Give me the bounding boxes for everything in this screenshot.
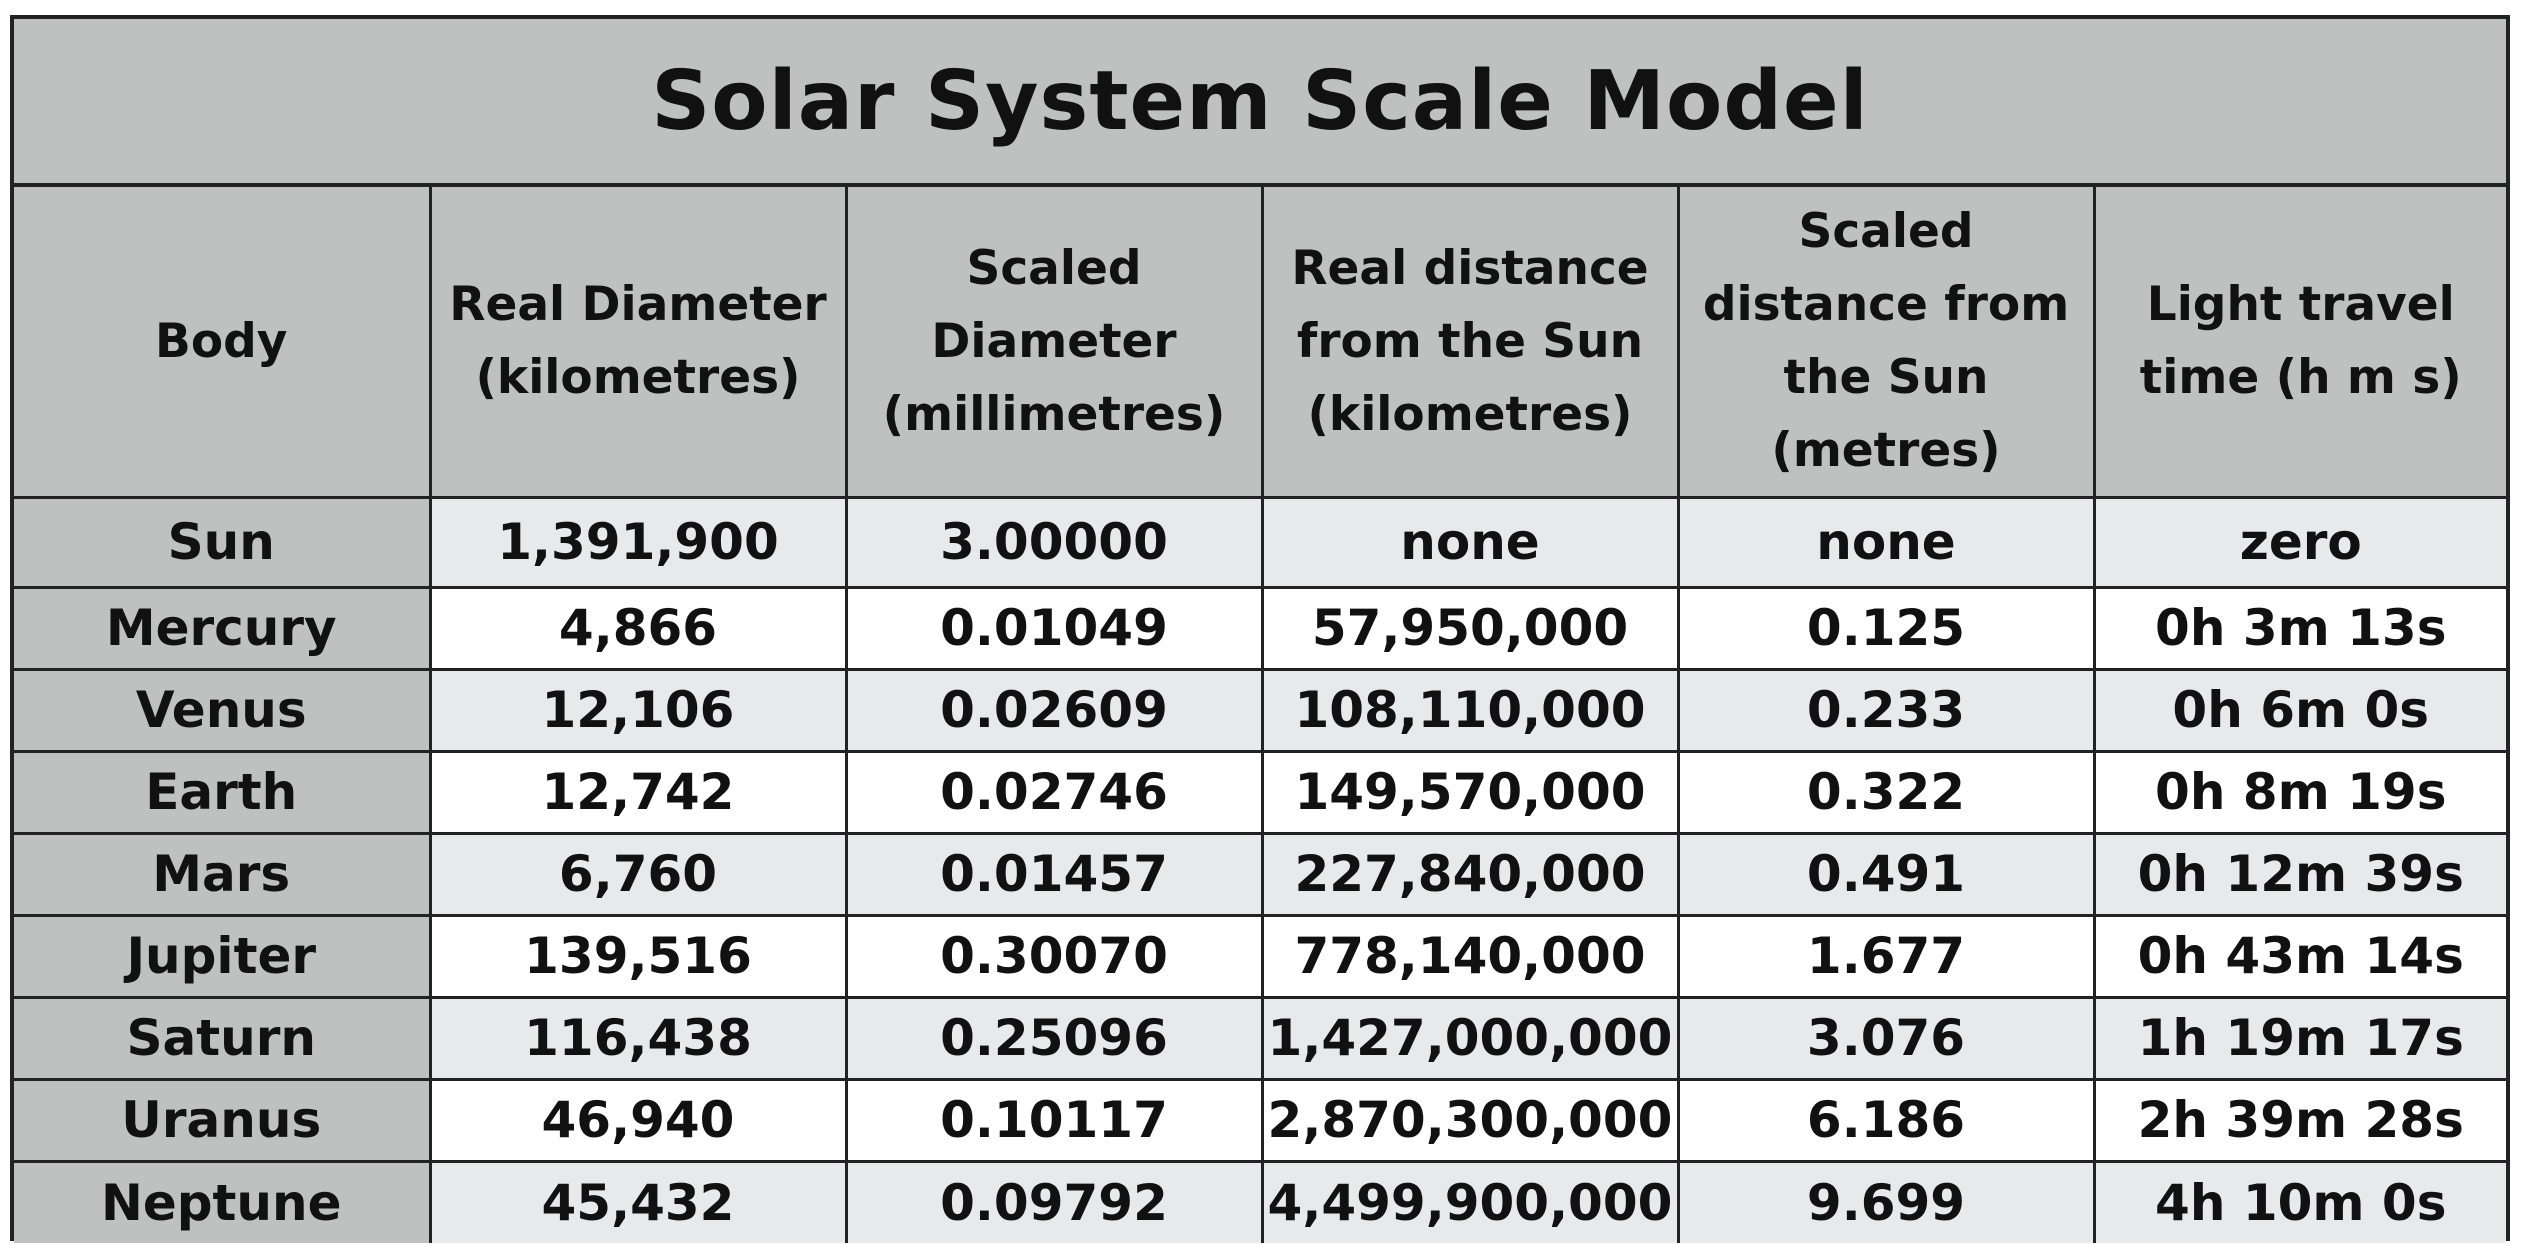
scaled-distance-cell: none [1676, 495, 2096, 589]
scaled-distance-cell: 0.233 [1676, 667, 2096, 753]
scaled-diameter-cell: 0.01049 [844, 585, 1264, 671]
body-name-cell: Sun [14, 495, 432, 589]
scaled-diameter-cell: 0.25096 [844, 995, 1264, 1081]
header-row: Body Real Diameter (kilometres) Scaled D… [14, 187, 2506, 499]
light-time-cell: 0h 12m 39s [2092, 831, 2506, 917]
body-name-cell: Uranus [14, 1077, 432, 1163]
real-distance-cell: 4,499,900,000 [1260, 1159, 1680, 1243]
scaled-diameter-cell: 0.09792 [844, 1159, 1264, 1243]
column-header-scaled-diameter: Scaled Diameter (millimetres) [844, 187, 1264, 499]
scaled-diameter-cell: 0.01457 [844, 831, 1264, 917]
real-distance-cell: none [1260, 495, 1680, 589]
scaled-distance-cell: 0.491 [1676, 831, 2096, 917]
column-header-scaled-distance: Scaled distance from the Sun (metres) [1676, 187, 2096, 499]
real-diameter-cell: 12,106 [428, 667, 848, 753]
real-diameter-cell: 6,760 [428, 831, 848, 917]
scaled-distance-cell: 0.322 [1676, 749, 2096, 835]
light-time-cell: zero [2092, 495, 2506, 589]
scaled-diameter-cell: 0.02746 [844, 749, 1264, 835]
scaled-distance-cell: 6.186 [1676, 1077, 2096, 1163]
light-time-cell: 4h 10m 0s [2092, 1159, 2506, 1243]
body-name-cell: Earth [14, 749, 432, 835]
table-row: Mercury 4,866 0.01049 57,950,000 0.125 0… [14, 585, 2506, 671]
scaled-diameter-cell: 0.02609 [844, 667, 1264, 753]
body-name-cell: Mercury [14, 585, 432, 671]
table-row: Jupiter 139,516 0.30070 778,140,000 1.67… [14, 913, 2506, 999]
table-row: Venus 12,106 0.02609 108,110,000 0.233 0… [14, 667, 2506, 753]
column-header-light-time: Light travel time (h m s) [2092, 187, 2506, 499]
real-distance-cell: 57,950,000 [1260, 585, 1680, 671]
real-distance-cell: 149,570,000 [1260, 749, 1680, 835]
real-diameter-cell: 4,866 [428, 585, 848, 671]
body-name-cell: Neptune [14, 1159, 432, 1243]
real-diameter-cell: 45,432 [428, 1159, 848, 1243]
column-header-real-distance: Real distance from the Sun (kilometres) [1260, 187, 1680, 499]
page-title: Solar System Scale Model [651, 53, 1869, 149]
body-name-cell: Saturn [14, 995, 432, 1081]
real-distance-cell: 2,870,300,000 [1260, 1077, 1680, 1163]
title-bar: Solar System Scale Model [14, 19, 2506, 187]
light-time-cell: 0h 43m 14s [2092, 913, 2506, 999]
real-diameter-cell: 139,516 [428, 913, 848, 999]
scaled-diameter-cell: 0.10117 [844, 1077, 1264, 1163]
light-time-cell: 0h 6m 0s [2092, 667, 2506, 753]
scaled-diameter-cell: 3.00000 [844, 495, 1264, 589]
real-distance-cell: 227,840,000 [1260, 831, 1680, 917]
body-name-cell: Mars [14, 831, 432, 917]
body-name-cell: Jupiter [14, 913, 432, 999]
scale-model-sheet: Solar System Scale Model Body Real Diame… [10, 15, 2510, 1243]
real-diameter-cell: 116,438 [428, 995, 848, 1081]
light-time-cell: 0h 8m 19s [2092, 749, 2506, 835]
real-diameter-cell: 46,940 [428, 1077, 848, 1163]
real-distance-cell: 108,110,000 [1260, 667, 1680, 753]
body-name-cell: Venus [14, 667, 432, 753]
scaled-distance-cell: 9.699 [1676, 1159, 2096, 1243]
light-time-cell: 0h 3m 13s [2092, 585, 2506, 671]
light-time-cell: 2h 39m 28s [2092, 1077, 2506, 1163]
real-distance-cell: 778,140,000 [1260, 913, 1680, 999]
scale-model-table: Body Real Diameter (kilometres) Scaled D… [14, 187, 2506, 1243]
real-diameter-cell: 1,391,900 [428, 495, 848, 589]
scaled-distance-cell: 1.677 [1676, 913, 2096, 999]
table-row: Uranus 46,940 0.10117 2,870,300,000 6.18… [14, 1077, 2506, 1163]
table-row: Neptune 45,432 0.09792 4,499,900,000 9.6… [14, 1159, 2506, 1243]
scaled-distance-cell: 3.076 [1676, 995, 2096, 1081]
light-time-cell: 1h 19m 17s [2092, 995, 2506, 1081]
real-distance-cell: 1,427,000,000 [1260, 995, 1680, 1081]
real-diameter-cell: 12,742 [428, 749, 848, 835]
table-row: Saturn 116,438 0.25096 1,427,000,000 3.0… [14, 995, 2506, 1081]
column-header-body: Body [14, 187, 432, 499]
table-row: Earth 12,742 0.02746 149,570,000 0.322 0… [14, 749, 2506, 835]
table-row: Mars 6,760 0.01457 227,840,000 0.491 0h … [14, 831, 2506, 917]
column-header-real-diameter: Real Diameter (kilometres) [428, 187, 848, 499]
scaled-diameter-cell: 0.30070 [844, 913, 1264, 999]
scaled-distance-cell: 0.125 [1676, 585, 2096, 671]
table-row: Sun 1,391,900 3.00000 none none zero [14, 495, 2506, 589]
